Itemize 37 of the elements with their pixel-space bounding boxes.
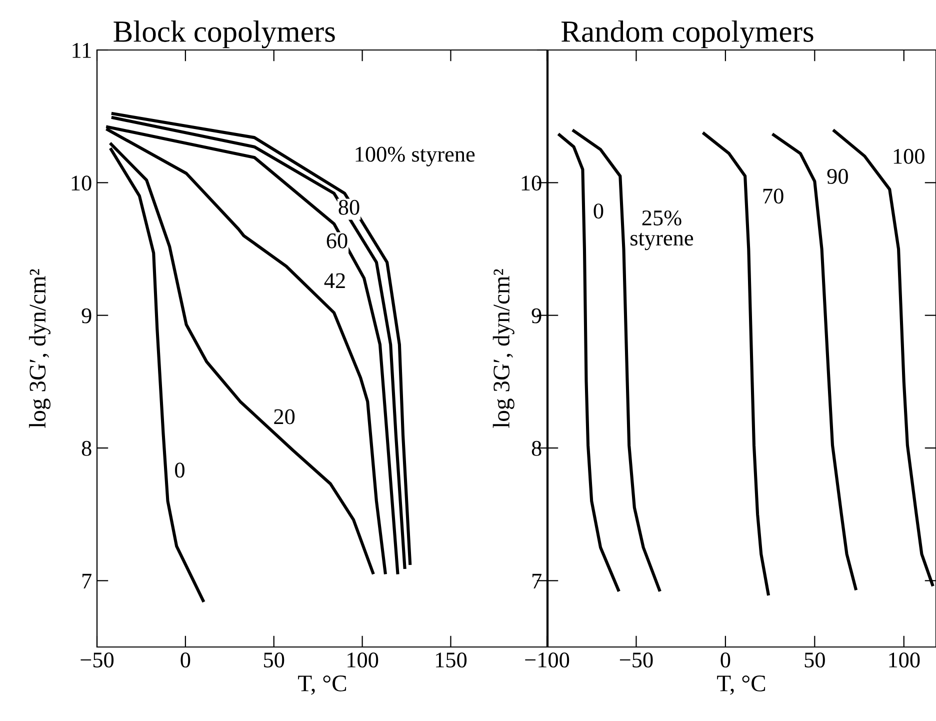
y-tick-label: 9 (532, 308, 542, 324)
chart-title: Block copolymers (114, 20, 335, 48)
annotation: 42 (324, 273, 345, 288)
y-tick-label: 7 (82, 574, 92, 588)
annotation: 25% styrene (630, 210, 694, 250)
annotation: 20 (274, 409, 295, 424)
y-axis-title: log 3G′, dyn/cm² (492, 269, 514, 428)
x-tick-label: −100 (525, 652, 570, 668)
y-tick-label: 7 (532, 574, 542, 588)
y-tick-label: 8 (82, 440, 92, 456)
annotation: 0 (175, 462, 184, 478)
y-axis-title: log 3G′, dyn/cm² (28, 269, 50, 428)
x-axis-title: T, °C (717, 675, 766, 695)
chart-title: Random copolymers (561, 20, 814, 48)
x-tick-label: −50 (80, 652, 114, 668)
y-tick-label: 11 (72, 43, 91, 58)
y-tick-label: 10 (72, 176, 92, 191)
x-tick-label: 0 (180, 652, 190, 668)
x-tick-label: 0 (720, 652, 730, 668)
annotation: 100 (894, 148, 924, 164)
annotation: 0 (594, 204, 604, 219)
annotation: 60 (326, 233, 348, 248)
annotation: 80 (338, 200, 360, 215)
annotation: 100% styrene (356, 146, 475, 166)
y-tick-label: 10 (522, 176, 542, 191)
x-axis-title: T, °C (298, 675, 346, 695)
x-tick-label: 50 (804, 652, 825, 668)
x-tick-label: −50 (620, 652, 653, 668)
line-series (558, 133, 620, 592)
y-tick-label: 8 (532, 440, 542, 456)
x-tick-label: 50 (264, 652, 284, 668)
annotation: 90 (827, 168, 848, 184)
x-tick-label: 150 (436, 652, 467, 668)
x-tick-label: 100 (889, 652, 920, 668)
x-tick-label: 100 (348, 652, 378, 668)
y-tick-label: 9 (82, 308, 92, 324)
annotation: 70 (763, 188, 784, 204)
